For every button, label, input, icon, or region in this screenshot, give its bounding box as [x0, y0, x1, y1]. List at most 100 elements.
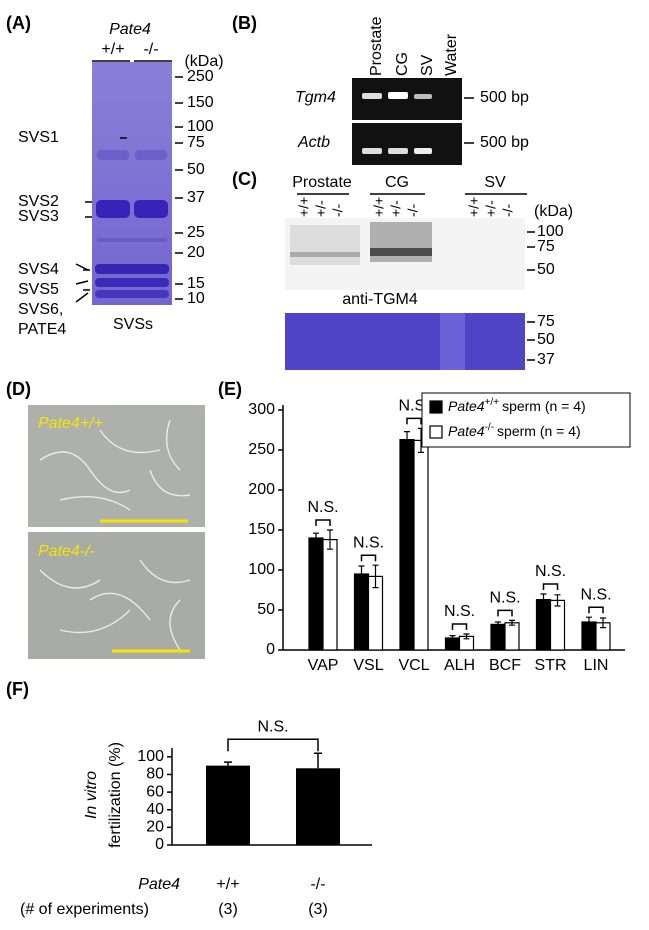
- band-label: SVS5: [18, 281, 59, 298]
- error-bar: [449, 635, 456, 641]
- pcr-gel: [352, 123, 462, 165]
- significance-bracket: [315, 519, 331, 526]
- panel-label: (C): [232, 169, 257, 189]
- gene-label: Tgm4: [295, 89, 336, 106]
- error-bar: [224, 761, 232, 766]
- error-bar: [509, 619, 515, 626]
- error-bar: [554, 594, 561, 607]
- marker-label: 20: [187, 244, 205, 261]
- marker-label: 37: [187, 189, 205, 206]
- marker-label: 25: [187, 224, 205, 241]
- genotype: -/-: [500, 203, 516, 217]
- error-bar: [495, 621, 501, 628]
- marker-label: 75: [187, 134, 205, 151]
- stained-gel: [285, 313, 525, 370]
- antibody-label: anti-TGM4: [342, 291, 418, 308]
- panel-label: (F): [6, 679, 29, 699]
- x-tick-label: BCF: [489, 657, 521, 674]
- gel-bands: [95, 135, 169, 298]
- panel-label: (B): [232, 13, 257, 33]
- legend-name: Pate4: [448, 423, 485, 439]
- legend-swatch: [429, 425, 443, 439]
- lane-label: Prostate: [368, 16, 385, 76]
- sperm-cells: [39, 419, 191, 651]
- y-tick-label: 60: [146, 783, 164, 800]
- marker-label: 150: [187, 94, 214, 111]
- marker-label: 37: [537, 351, 555, 368]
- annotation: N.S.: [307, 499, 338, 516]
- y-tick-label: 40: [146, 801, 164, 818]
- error-bar: [313, 532, 319, 544]
- error-bar: [463, 633, 470, 640]
- legend-suffix: sperm (n = 4): [497, 423, 581, 439]
- legend-name: Pate4: [448, 398, 485, 414]
- annotation: N.S.: [535, 563, 566, 580]
- band-label: PATE4: [18, 321, 66, 338]
- bar: [296, 768, 340, 845]
- error-bar: [600, 617, 606, 629]
- legend-superscript: -/-: [485, 422, 494, 433]
- bar: [206, 765, 250, 845]
- x-tick-label: VSL: [353, 657, 383, 674]
- marker-label: 75: [537, 238, 555, 255]
- y-tick-label: 250: [248, 441, 275, 458]
- group-label: CG: [385, 174, 409, 191]
- error-bar: [358, 565, 365, 583]
- y-axis-label: In vitro: [83, 771, 100, 819]
- image-caption: Pate4+/+: [38, 415, 103, 432]
- annotation: N.S.: [353, 534, 384, 551]
- marker-label: 50: [537, 261, 555, 278]
- legend-swatch: [429, 400, 443, 414]
- error-bar: [314, 752, 322, 769]
- panel-label: (D): [6, 379, 31, 399]
- blot-signal: [290, 222, 432, 265]
- bar: [413, 439, 429, 651]
- annotation: N.S.: [257, 719, 288, 736]
- error-bar: [327, 529, 333, 550]
- panel-label: (A): [6, 13, 31, 33]
- bar: [535, 598, 552, 651]
- bar: [399, 439, 415, 651]
- x-tick-label: +/+: [216, 876, 239, 893]
- genotype: +/+: [296, 197, 312, 217]
- legend-box: [421, 392, 631, 448]
- x-tick-label: -/-: [310, 876, 325, 893]
- genotype: -/-: [405, 203, 421, 217]
- significance-bracket: [588, 606, 604, 614]
- band-label: SVS4: [18, 261, 59, 278]
- error-bar: [540, 593, 547, 606]
- micrograph: [28, 532, 205, 659]
- significance-bracket: [406, 417, 422, 425]
- band-tick: [75, 292, 89, 303]
- count-label: (3): [308, 901, 328, 918]
- marker-label: 100: [187, 118, 214, 135]
- bar: [308, 537, 324, 651]
- lane-label: Water: [443, 33, 460, 76]
- x-tick-label: VAP: [308, 657, 339, 674]
- lane-label: CG: [394, 52, 411, 76]
- genotype: +/+: [371, 197, 387, 217]
- marker-label: 250: [187, 68, 214, 85]
- marker-label: 50: [187, 161, 205, 178]
- bar: [504, 622, 520, 651]
- group-label: Prostate: [292, 174, 352, 191]
- count-title: (# of experiments): [20, 901, 149, 918]
- group-label: SV: [484, 174, 506, 191]
- unit-label: (kDa): [534, 203, 573, 220]
- y-tick-label: 300: [248, 401, 275, 418]
- band-label: SVS1: [18, 129, 59, 146]
- genotype: +/+: [101, 41, 124, 58]
- legend-superscript: +/+: [485, 397, 500, 408]
- significance-bracket: [497, 609, 513, 617]
- bar: [490, 623, 506, 651]
- unit-label: (kDa): [184, 53, 223, 70]
- y-tick-label: 20: [146, 819, 164, 836]
- bar: [322, 538, 338, 651]
- band-label: SVS6,: [18, 301, 63, 318]
- marker-label: 100: [537, 223, 564, 240]
- annotation: N.S.: [580, 586, 611, 603]
- legend-suffix: sperm (n = 4): [502, 398, 586, 414]
- x-tick-label: VCL: [398, 657, 429, 674]
- significance-bracket: [451, 623, 468, 630]
